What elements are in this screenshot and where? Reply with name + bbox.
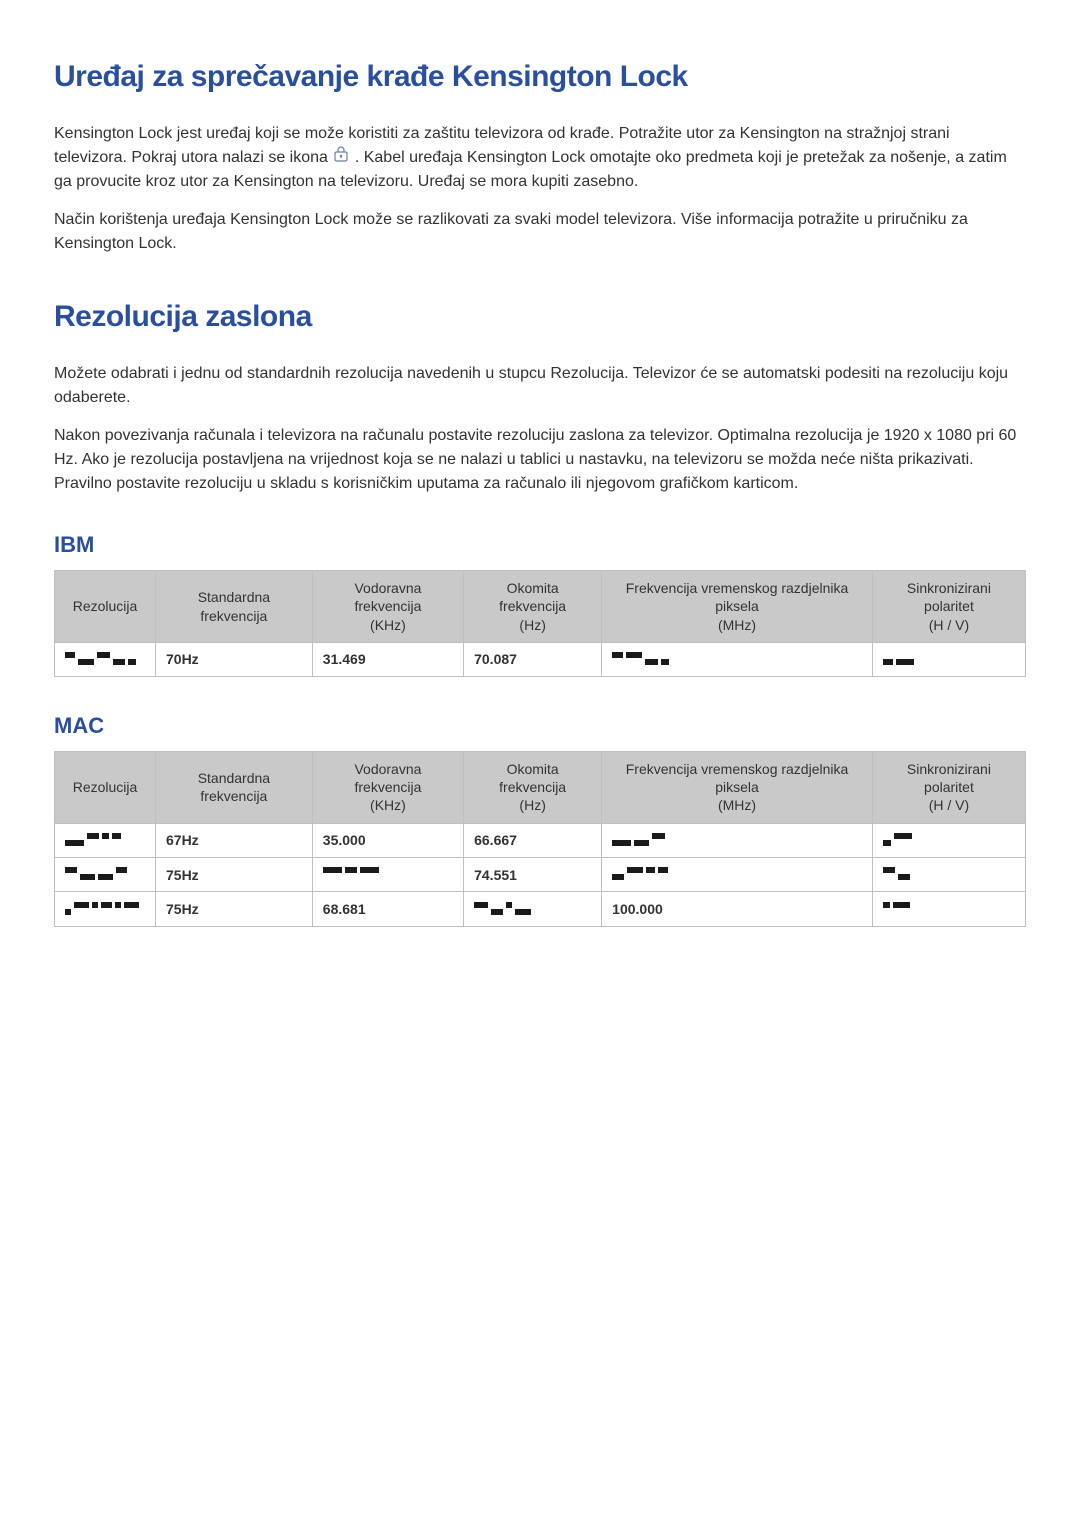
th-sync-polarity: Sinkronizirani polaritet (H / V) [872,571,1025,643]
th-pixel-clock: Frekvencija vremenskog razdjelnika pikse… [602,752,873,824]
subheading-mac: MAC [54,713,1026,739]
th-pixel-clock-unit: (MHz) [718,797,756,813]
table-cell [872,642,1025,676]
th-vert-freq: Okomita frekvencija (Hz) [464,571,602,643]
table-cell: 75Hz [156,857,313,891]
table-cell [464,892,602,926]
th-sync-polarity: Sinkronizirani polaritet (H / V) [872,752,1025,824]
th-horiz-freq: Vodoravna frekvencija (KHz) [312,571,463,643]
th-std-freq: Standardna frekvencija [156,571,313,643]
subheading-ibm: IBM [54,532,1026,558]
th-vert-freq-unit: (Hz) [519,797,545,813]
th-horiz-freq: Vodoravna frekvencija (KHz) [312,752,463,824]
table-cell: 66.667 [464,823,602,857]
table-row: 75Hz68.681 100.000 [55,892,1026,926]
table-cell [55,892,156,926]
th-horiz-freq-unit: (KHz) [370,797,406,813]
paragraph-3: Možete odabrati i jednu od standardnih r… [54,362,1026,410]
th-pixel-clock-label: Frekvencija vremenskog razdjelnika pikse… [626,761,849,795]
th-resolution: Rezolucija [55,571,156,643]
table-cell [872,857,1025,891]
table-cell: 35.000 [312,823,463,857]
table-cell [312,857,463,891]
th-vert-freq-unit: (Hz) [519,617,545,633]
table-cell [55,823,156,857]
paragraph-1: Kensington Lock jest uređaj koji se može… [54,122,1026,194]
paragraph-4: Nakon povezivanja računala i televizora … [54,424,1026,496]
th-vert-freq: Okomita frekvencija (Hz) [464,752,602,824]
table-row: 67Hz35.00066.667 [55,823,1026,857]
table-cell [602,642,873,676]
paragraph-2: Način korištenja uređaja Kensington Lock… [54,208,1026,256]
table-cell [872,823,1025,857]
table-cell [55,642,156,676]
th-std-freq: Standardna frekvencija [156,752,313,824]
table-cell [55,857,156,891]
th-sync-polarity-label: Sinkronizirani polaritet [907,761,991,795]
th-vert-freq-label: Okomita frekvencija [499,580,566,614]
th-pixel-clock-label: Frekvencija vremenskog razdjelnika pikse… [626,580,849,614]
th-horiz-freq-unit: (KHz) [370,617,406,633]
heading-resolution: Rezolucija zaslona [54,300,1026,334]
kensington-lock-icon [334,146,348,170]
table-mac: Rezolucija Standardna frekvencija Vodora… [54,751,1026,926]
th-sync-polarity-unit: (H / V) [929,617,969,633]
table-cell: 75Hz [156,892,313,926]
table-cell: 100.000 [602,892,873,926]
th-resolution: Rezolucija [55,752,156,824]
table-row: 70Hz31.46970.087 [55,642,1026,676]
th-sync-polarity-unit: (H / V) [929,797,969,813]
table-cell: 70Hz [156,642,313,676]
th-horiz-freq-label: Vodoravna frekvencija [354,580,421,614]
table-ibm: Rezolucija Standardna frekvencija Vodora… [54,570,1026,677]
table-row: 75Hz 74.551 [55,857,1026,891]
th-vert-freq-label: Okomita frekvencija [499,761,566,795]
table-cell [602,823,873,857]
th-sync-polarity-label: Sinkronizirani polaritet [907,580,991,614]
table-cell: 70.087 [464,642,602,676]
th-horiz-freq-label: Vodoravna frekvencija [354,761,421,795]
th-pixel-clock-unit: (MHz) [718,617,756,633]
table-cell: 68.681 [312,892,463,926]
heading-kensington: Uređaj za sprečavanje krađe Kensington L… [54,60,1026,94]
table-cell [872,892,1025,926]
table-cell: 74.551 [464,857,602,891]
table-cell [602,857,873,891]
table-cell: 67Hz [156,823,313,857]
table-cell: 31.469 [312,642,463,676]
th-pixel-clock: Frekvencija vremenskog razdjelnika pikse… [602,571,873,643]
